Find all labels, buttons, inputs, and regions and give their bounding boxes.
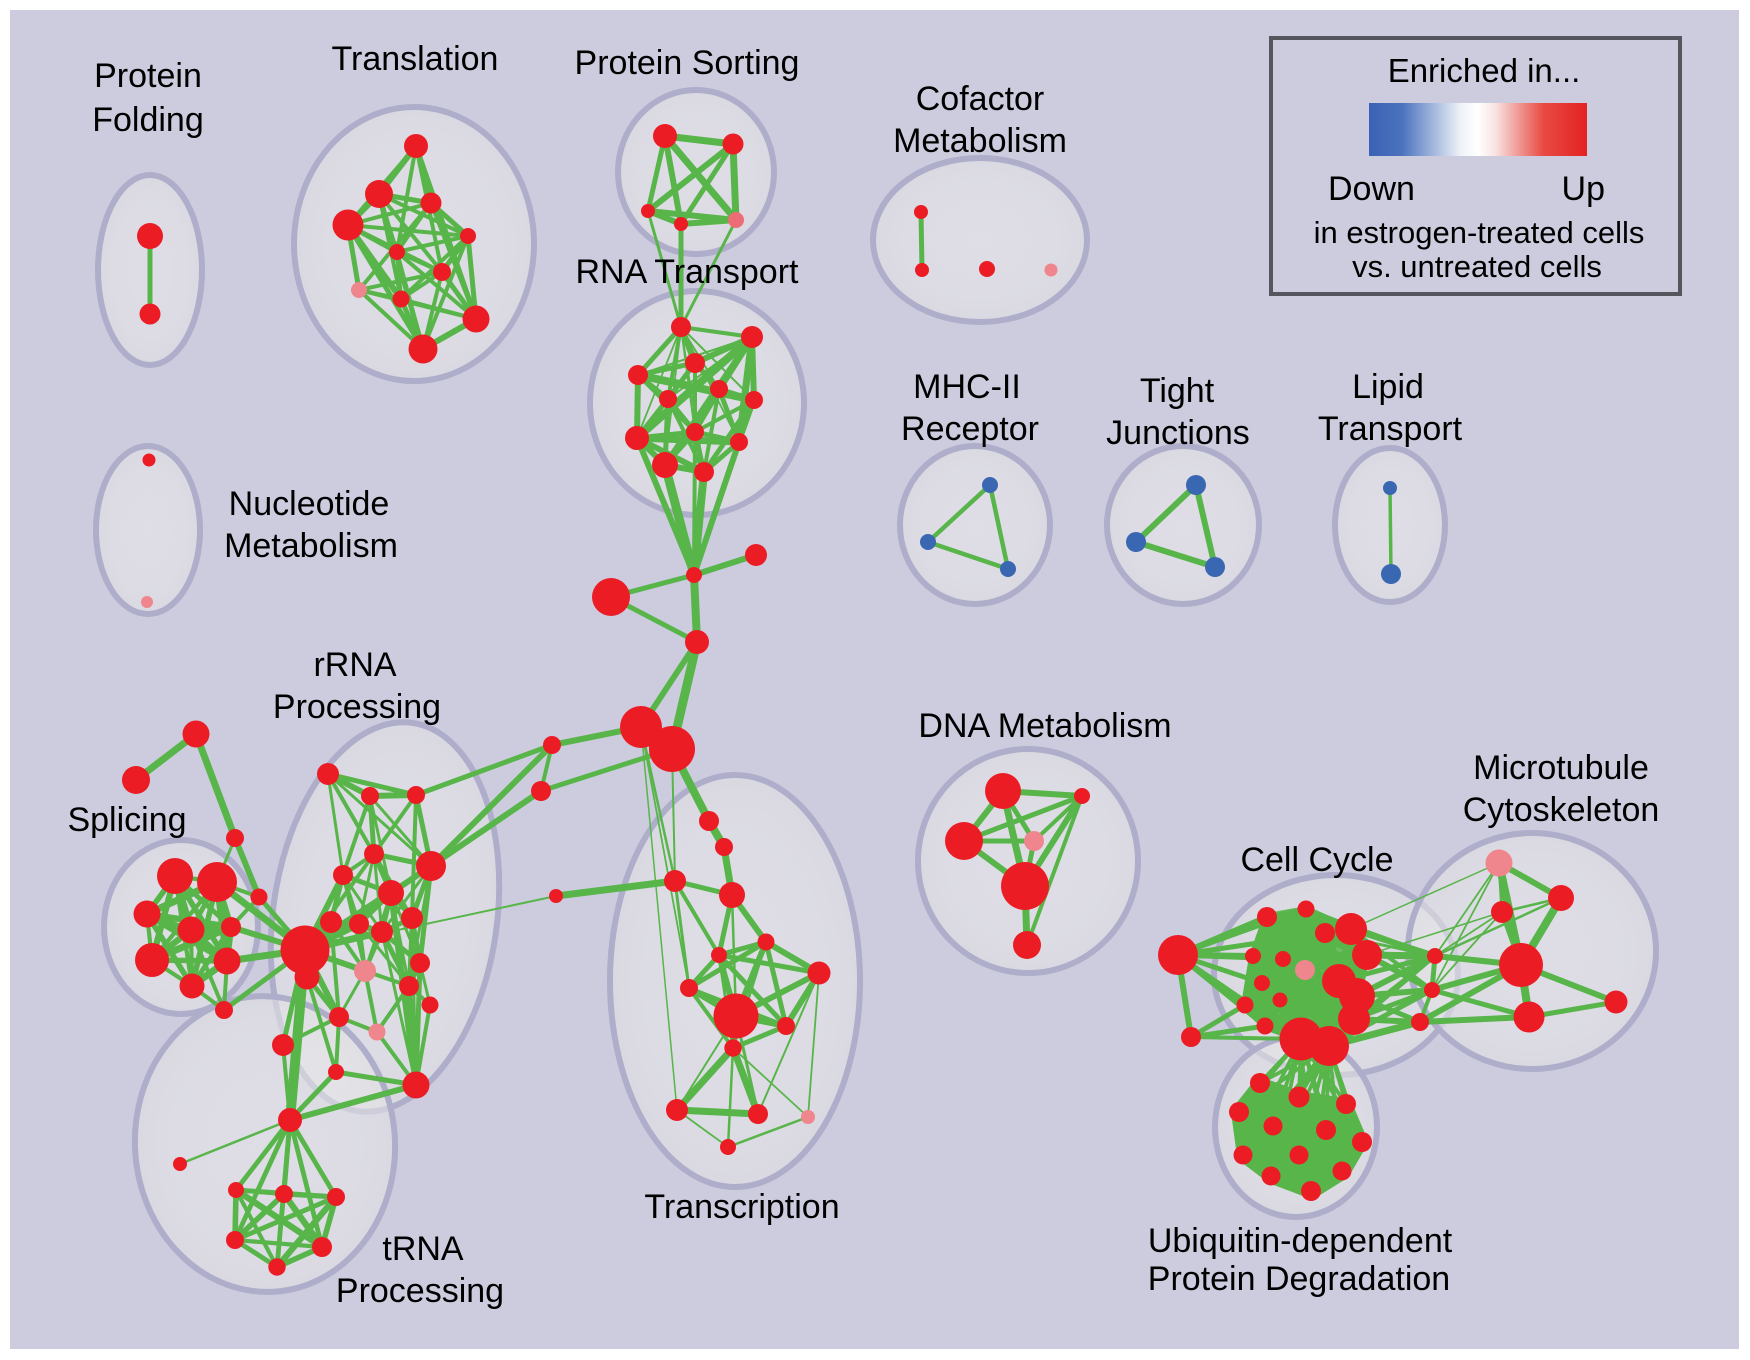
svg-text:Microtubule: Microtubule bbox=[1473, 749, 1649, 787]
svg-text:Protein Degradation: Protein Degradation bbox=[1148, 1260, 1450, 1298]
svg-text:in estrogen-treated cells: in estrogen-treated cells bbox=[1314, 215, 1645, 250]
svg-text:Processing: Processing bbox=[273, 688, 441, 726]
svg-text:Receptor: Receptor bbox=[901, 410, 1039, 448]
svg-text:Cell Cycle: Cell Cycle bbox=[1240, 841, 1393, 879]
svg-text:vs. untreated cells: vs. untreated cells bbox=[1352, 249, 1602, 284]
svg-text:Down: Down bbox=[1328, 170, 1415, 208]
svg-text:Tight: Tight bbox=[1140, 372, 1215, 410]
svg-text:Junctions: Junctions bbox=[1106, 414, 1250, 452]
svg-text:Translation: Translation bbox=[332, 40, 499, 78]
svg-text:Metabolism: Metabolism bbox=[224, 527, 398, 565]
svg-text:tRNA: tRNA bbox=[382, 1230, 464, 1268]
svg-text:Metabolism: Metabolism bbox=[893, 122, 1067, 160]
svg-text:Up: Up bbox=[1562, 170, 1605, 208]
svg-text:Nucleotide: Nucleotide bbox=[229, 485, 390, 523]
svg-text:Ubiquitin-dependent: Ubiquitin-dependent bbox=[1148, 1222, 1453, 1260]
svg-text:Enriched in...: Enriched in... bbox=[1388, 52, 1581, 89]
svg-text:Transcription: Transcription bbox=[644, 1188, 839, 1226]
svg-text:Lipid: Lipid bbox=[1352, 368, 1424, 406]
svg-text:Transport: Transport bbox=[1318, 410, 1463, 448]
svg-text:Splicing: Splicing bbox=[67, 801, 186, 839]
svg-text:Cofactor: Cofactor bbox=[916, 80, 1045, 118]
svg-text:Protein Sorting: Protein Sorting bbox=[575, 44, 800, 82]
svg-text:Protein: Protein bbox=[94, 57, 202, 95]
svg-text:DNA Metabolism: DNA Metabolism bbox=[918, 707, 1171, 745]
svg-text:Folding: Folding bbox=[92, 101, 204, 139]
svg-text:Processing: Processing bbox=[336, 1272, 504, 1310]
svg-text:MHC-II: MHC-II bbox=[913, 368, 1021, 406]
svg-text:RNA Transport: RNA Transport bbox=[576, 253, 800, 291]
svg-text:Cytoskeleton: Cytoskeleton bbox=[1463, 791, 1660, 829]
svg-text:rRNA: rRNA bbox=[313, 646, 396, 684]
